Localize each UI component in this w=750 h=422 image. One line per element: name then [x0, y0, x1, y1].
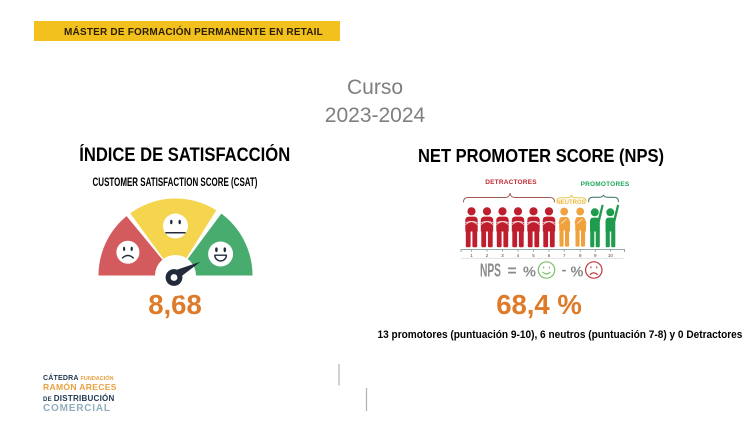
svg-text:3: 3	[501, 253, 504, 258]
svg-text:5: 5	[532, 253, 535, 258]
svg-text:8: 8	[579, 253, 582, 258]
svg-text:=: =	[507, 263, 516, 280]
svg-text:%: %	[571, 265, 584, 281]
svg-text:6: 6	[548, 253, 551, 258]
svg-text:9: 9	[594, 253, 597, 258]
svg-text:%: %	[523, 265, 536, 281]
svg-text:1: 1	[470, 253, 473, 258]
svg-text:-: -	[562, 262, 567, 278]
svg-text:NPS: NPS	[480, 260, 501, 281]
svg-text:7: 7	[563, 253, 566, 258]
svg-text:10: 10	[608, 253, 614, 258]
svg-text:4: 4	[517, 253, 520, 258]
svg-text:2: 2	[486, 253, 489, 258]
